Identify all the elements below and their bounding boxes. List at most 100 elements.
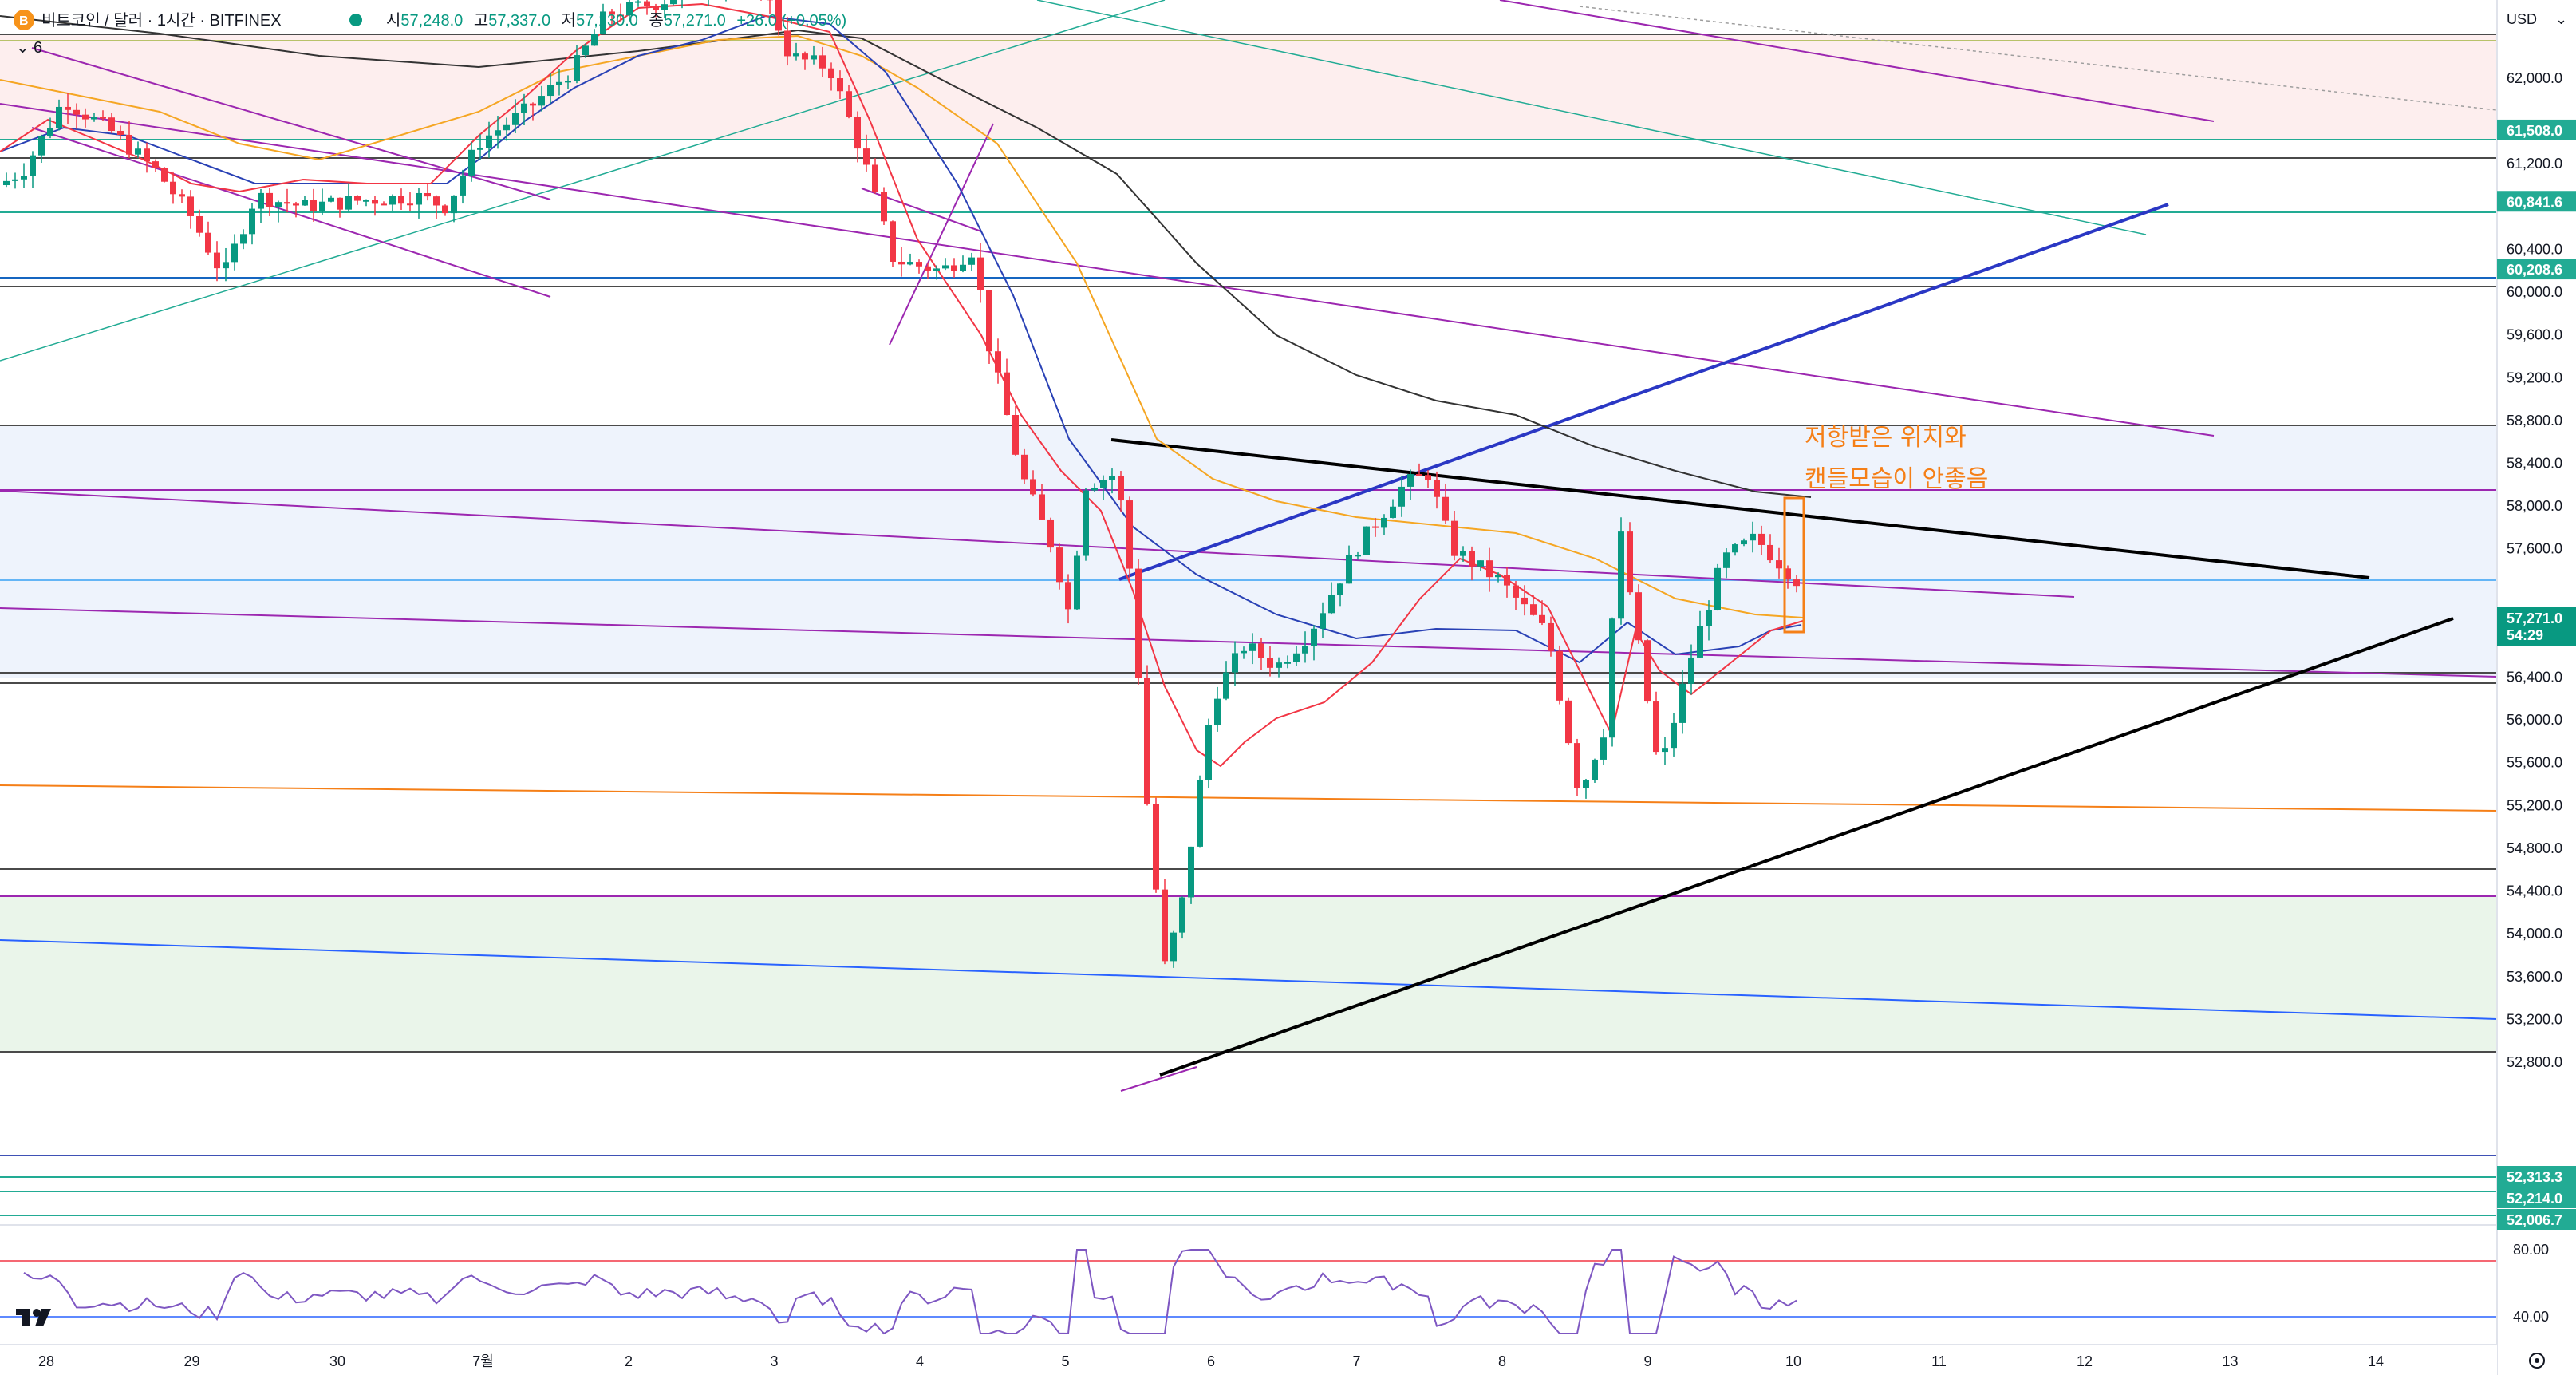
candle-down — [863, 134, 870, 172]
price-tick-label: 55,200.0 — [2507, 797, 2562, 813]
price-tick-label: 61,200.0 — [2507, 156, 2562, 172]
rsi-tick-label: 40.00 — [2513, 1309, 2549, 1325]
purple-support-extension — [1120, 1066, 1197, 1092]
price-tick-label: 62,000.0 — [2507, 70, 2562, 86]
time-tick-label: 29 — [183, 1353, 199, 1369]
candle-up — [1609, 617, 1615, 747]
candle-down — [1758, 525, 1765, 555]
candle-up — [223, 247, 229, 282]
candle-up — [1662, 737, 1668, 765]
purple-flag-a — [889, 123, 994, 346]
orange-support-line — [0, 784, 2498, 812]
candle-up — [231, 234, 238, 271]
symbol-title: 비트코인 / 달러 · 1시간 · BITFINEX — [41, 11, 282, 30]
candle-up — [1750, 521, 1756, 553]
candles — [3, 0, 1800, 968]
candle-up — [38, 134, 45, 164]
candle-up — [416, 188, 422, 219]
candle-down — [433, 195, 440, 219]
time-tick-label: 30 — [329, 1353, 345, 1369]
moving-averages — [0, 2, 1812, 768]
price-tick-label: 55,600.0 — [2507, 755, 2562, 771]
candle-up — [1311, 625, 1317, 661]
time-tick-label: 14 — [2368, 1353, 2384, 1369]
settings-icon[interactable] — [2529, 1353, 2545, 1369]
candle-up — [240, 229, 247, 250]
price-tick-label: 59,200.0 — [2507, 369, 2562, 385]
candle-up — [1091, 483, 1098, 492]
candle-up — [1732, 543, 1738, 556]
purple-left-channel-b — [31, 127, 551, 298]
candle-up — [1714, 563, 1721, 611]
candle-down — [117, 125, 124, 140]
candle-down — [1030, 470, 1036, 497]
grey-dotted-line — [1579, 6, 2498, 111]
time-tick-label: 7월 — [472, 1353, 494, 1369]
annotation-line-2: 캔들모습이 안좋음 — [1805, 465, 1988, 493]
change-value: +26.0 (+0.05%) — [736, 12, 846, 30]
candle-up — [1741, 538, 1747, 547]
level-badge — [2497, 1187, 2576, 1208]
candle-down — [1144, 665, 1150, 806]
ma-slow-line — [0, 34, 1804, 618]
candle-up — [1618, 517, 1624, 625]
candle-down — [1162, 879, 1168, 965]
candle-down — [1469, 546, 1475, 581]
candle-down — [977, 243, 984, 303]
candle-down — [1065, 574, 1071, 624]
candle-down — [284, 188, 290, 213]
candle-down — [890, 220, 896, 267]
candle-down — [854, 111, 861, 163]
purple-mid-line — [0, 490, 2075, 598]
candle-up — [1249, 633, 1256, 665]
candle-down — [1504, 567, 1510, 598]
horizontal-levels — [0, 34, 2497, 1216]
rsi-tick-label: 80.00 — [2513, 1242, 2549, 1258]
open-label: 시 — [386, 12, 400, 30]
candle-up — [1170, 930, 1177, 968]
candle-up — [503, 117, 510, 141]
price-tick-label: 56,400.0 — [2507, 670, 2562, 686]
ma-mid-line — [0, 14, 1802, 664]
candle-up — [1706, 600, 1712, 641]
time-tick-label: 4 — [916, 1353, 924, 1369]
candle-down — [82, 108, 89, 128]
candle-down — [1126, 496, 1133, 581]
candle-down — [760, 0, 762, 1]
candle-up — [1083, 488, 1089, 561]
candle-down — [407, 192, 413, 211]
candle-down — [951, 258, 957, 278]
candle-up — [1232, 641, 1238, 686]
candle-down — [925, 263, 931, 279]
svg-text:B: B — [19, 14, 29, 28]
candle-down — [1539, 600, 1545, 626]
candle-down — [398, 188, 404, 211]
purple-low-line — [0, 607, 2498, 678]
candle-up — [30, 151, 36, 188]
current-price: 57,271.0 — [2507, 610, 2562, 626]
price-tick-label: 58,400.0 — [2507, 455, 2562, 471]
candle-up — [1214, 686, 1221, 732]
candle-up — [451, 195, 457, 223]
price-tick-label: 56,000.0 — [2507, 712, 2562, 728]
level-badge — [2497, 191, 2576, 212]
purple-left-channel-a — [31, 47, 551, 200]
candle-down — [65, 93, 71, 125]
time-tick-label: 8 — [1498, 1353, 1506, 1369]
candle-down — [1513, 581, 1519, 610]
support-zone — [0, 896, 2497, 1052]
candle-up — [582, 43, 589, 58]
candle-down — [872, 158, 878, 194]
candle-down — [1047, 517, 1054, 553]
candle-up — [1600, 729, 1607, 765]
candle-up — [1679, 670, 1686, 734]
collapse-chevron-icon: ⌄ — [16, 39, 30, 57]
price-axis[interactable]: 62,000.0 61,200.0 60,400.0 60,000.0 59,600.0… — [2496, 0, 2576, 1375]
candle-up — [1346, 545, 1352, 584]
blue-uptrend-line — [1118, 203, 2169, 581]
price-tick-label: 54,800.0 — [2507, 840, 2562, 856]
level-badge-label: 52,006.7 — [2507, 1212, 2562, 1228]
low-value: 57,130.0 — [576, 12, 638, 30]
time-axis[interactable]: 28 29 30 7월 2 3 4 5 6 7 8 9 10 11 12 13 14 — [0, 1344, 2497, 1375]
